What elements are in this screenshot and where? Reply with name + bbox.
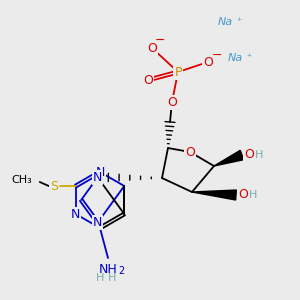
Text: CH₃: CH₃ xyxy=(11,175,32,185)
Text: O: O xyxy=(167,95,177,109)
Text: Na: Na xyxy=(218,17,233,27)
Text: S: S xyxy=(50,179,58,193)
Text: O: O xyxy=(185,146,195,158)
Text: O: O xyxy=(203,56,213,68)
Text: H: H xyxy=(96,273,104,283)
Text: −: − xyxy=(155,34,165,46)
Text: 2: 2 xyxy=(118,266,124,276)
Text: N: N xyxy=(95,166,105,178)
Text: N: N xyxy=(71,208,80,220)
Polygon shape xyxy=(214,150,244,166)
Polygon shape xyxy=(192,190,236,200)
Text: −: − xyxy=(212,49,222,62)
Text: ⁺: ⁺ xyxy=(246,53,251,63)
Text: NH: NH xyxy=(99,263,117,276)
Text: ⁺: ⁺ xyxy=(236,17,241,27)
Text: O: O xyxy=(147,41,157,55)
Text: H: H xyxy=(249,190,257,200)
Text: O: O xyxy=(238,188,248,202)
Text: N: N xyxy=(93,171,102,184)
Text: P: P xyxy=(174,65,182,79)
Text: Na: Na xyxy=(228,53,243,63)
Text: O: O xyxy=(244,148,254,161)
Text: N: N xyxy=(93,216,102,229)
Text: H: H xyxy=(108,273,116,283)
Text: H: H xyxy=(255,150,263,160)
Text: O: O xyxy=(143,74,153,86)
